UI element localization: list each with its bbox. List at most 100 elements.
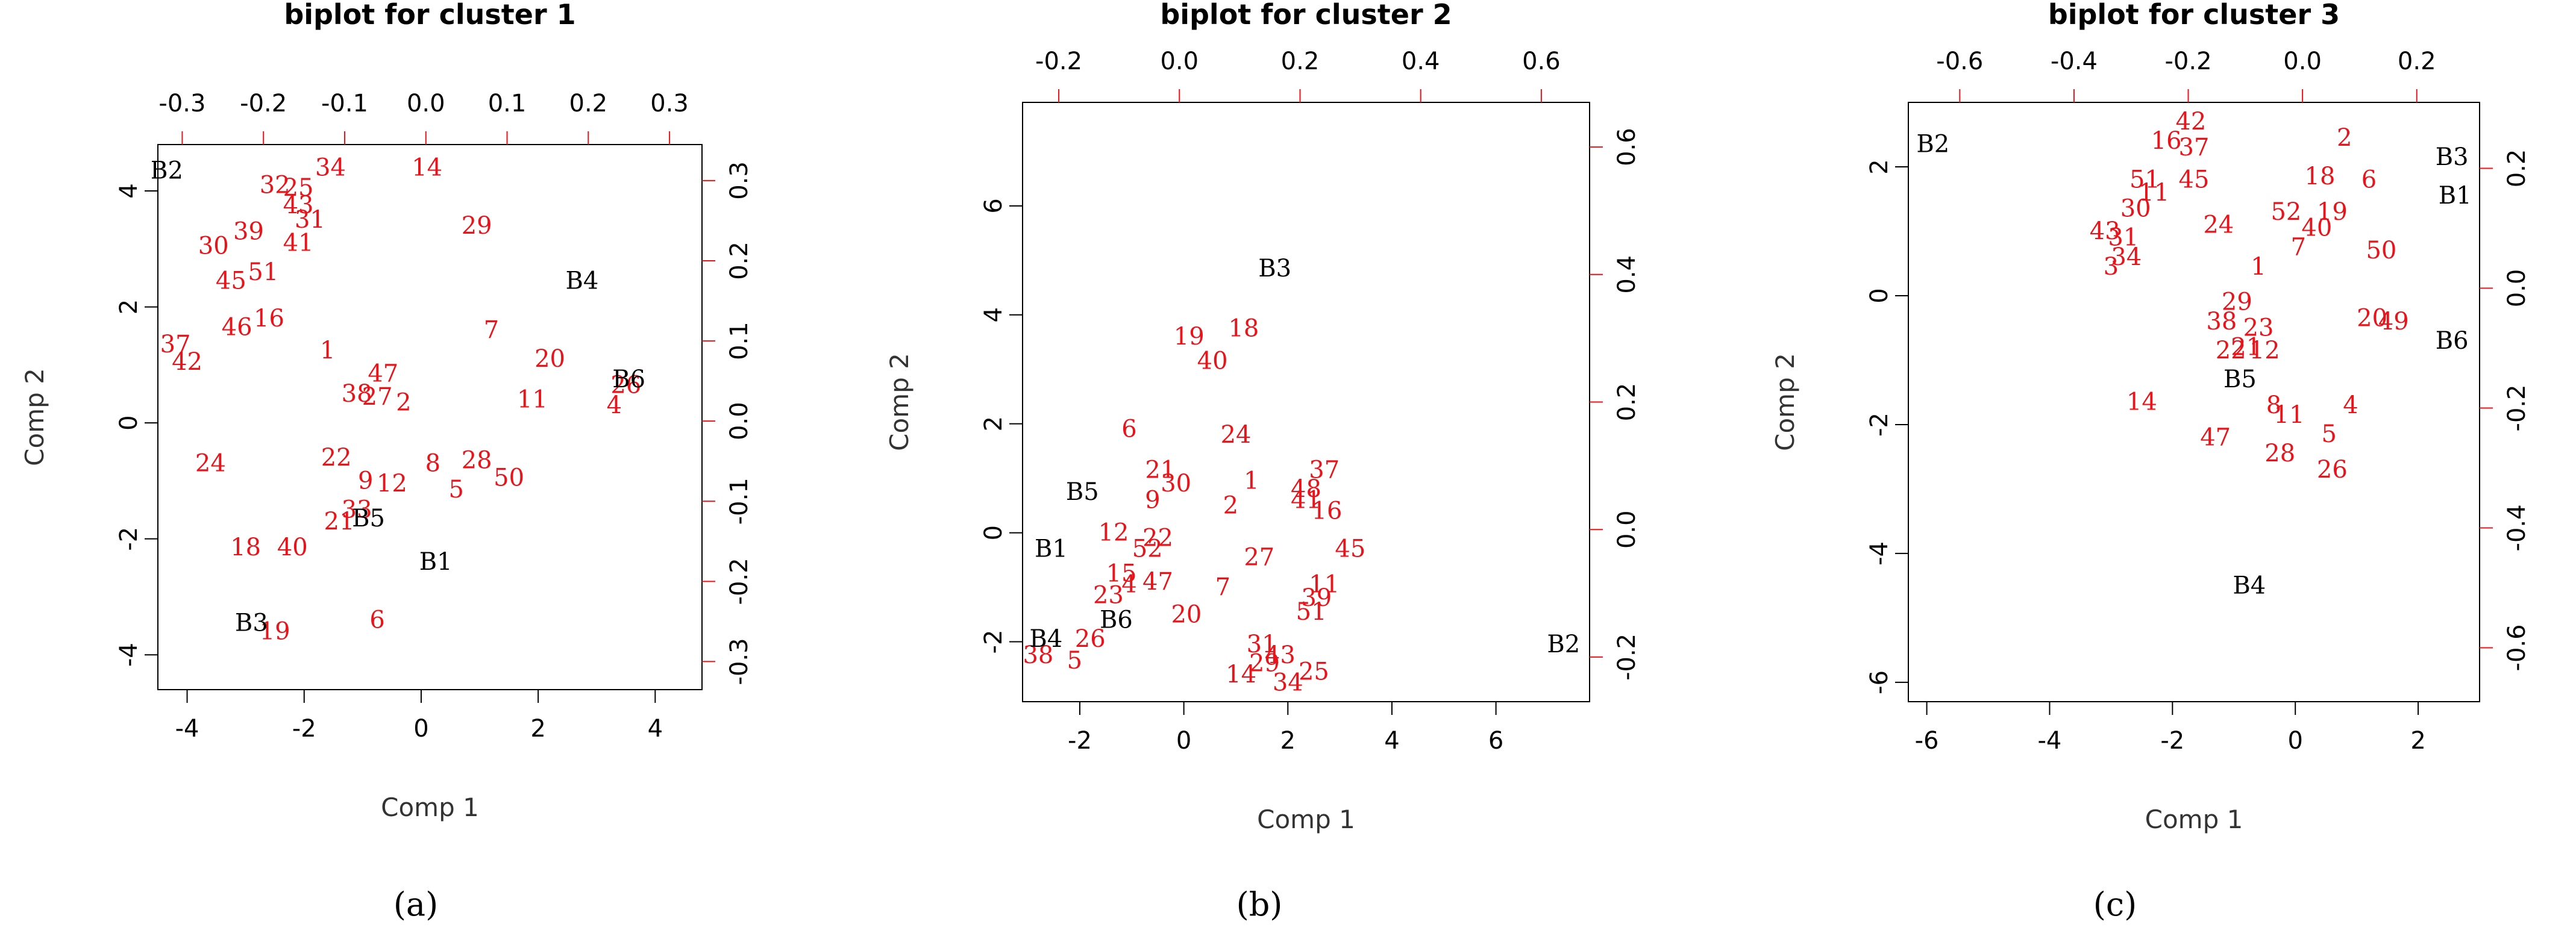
right-tick-label: 0.2	[725, 242, 753, 280]
top-tick-label: -0.6	[1936, 48, 1983, 75]
observation-label: 20	[2357, 304, 2387, 332]
observation-label: 41	[283, 229, 314, 257]
observation-label: 28	[462, 447, 492, 475]
observation-label: 2	[2337, 124, 2352, 152]
observation-label: 12	[2249, 337, 2280, 364]
variable-label: B1	[419, 548, 453, 576]
plot-title: biplot for cluster 2	[1160, 0, 1452, 31]
observation-label: 5	[1067, 647, 1082, 675]
right-tick-label: -0.2	[1613, 634, 1641, 681]
observation-label: 6	[2361, 166, 2377, 193]
observation-label: 29	[2222, 288, 2252, 316]
y-axis-label: Comp 2	[20, 368, 49, 466]
observation-label: 9	[358, 467, 373, 494]
variable-label: B2	[1916, 131, 1949, 158]
observation-label: 40	[277, 534, 308, 561]
observation-label: 47	[368, 360, 398, 387]
observation-label: 7	[1215, 573, 1230, 601]
observation-label: 4	[1121, 571, 1136, 599]
observation-label: 43	[1265, 641, 1296, 669]
y-tick-label: -2	[115, 527, 143, 551]
observation-label: 45	[1335, 535, 1365, 563]
top-tick-label: 0.2	[1281, 48, 1320, 75]
variable-label: B4	[2233, 572, 2266, 599]
top-tick-label: 0.1	[488, 90, 527, 117]
observation-label: 23	[1093, 582, 1124, 610]
observation-label: 31	[2108, 224, 2139, 252]
observation-label: 43	[2090, 217, 2120, 245]
observation-label: 47	[1142, 568, 1173, 596]
variable-label: B1	[2439, 182, 2472, 210]
y-tick-label: 2	[1866, 159, 1893, 174]
top-tick-label: 0.2	[569, 90, 608, 117]
observation-label: 9	[1145, 486, 1160, 514]
top-tick-label: 0.2	[2398, 48, 2436, 75]
variable-label: B4	[1029, 625, 1062, 653]
observation-label: 22	[321, 444, 352, 472]
top-tick-label: 0.3	[650, 90, 689, 117]
x-axis-label: Comp 1	[381, 793, 479, 822]
variable-label: B5	[352, 505, 385, 532]
observation-label: 31	[295, 206, 325, 234]
y-axis-label: Comp 2	[1770, 353, 1800, 451]
top-tick-label: -0.4	[2051, 48, 2098, 75]
observation-label: 34	[315, 154, 346, 182]
observation-label: 4	[2343, 391, 2358, 419]
observation-label: 37	[2179, 134, 2210, 161]
y-tick-label: 4	[115, 183, 143, 198]
observation-label: 46	[222, 313, 252, 341]
observation-label: 16	[1312, 497, 1343, 525]
observation-label: 26	[2317, 456, 2348, 484]
variable-label: B3	[235, 609, 268, 637]
x-axis-label: Comp 1	[2145, 805, 2243, 834]
observation-label: 52	[1132, 535, 1163, 563]
variable-label: B3	[1258, 255, 1291, 282]
right-tick-label: 0.6	[1613, 128, 1641, 166]
x-tick-label: 0	[2287, 727, 2302, 755]
variable-label: B4	[566, 267, 599, 295]
observation-label: 14	[412, 154, 442, 182]
observation-label: 19	[2317, 198, 2348, 226]
right-tick-label: -0.1	[725, 478, 753, 525]
observation-label: 4	[607, 391, 622, 419]
top-tick-label: -0.2	[2164, 48, 2211, 75]
observation-label: 7	[2291, 234, 2306, 261]
variable-label: B2	[1547, 631, 1580, 658]
observation-label: 14	[1226, 661, 1256, 688]
x-tick-label: -2	[292, 715, 316, 743]
plot-title: biplot for cluster 3	[2048, 0, 2340, 31]
right-tick-label: -0.3	[725, 638, 753, 685]
observation-label: 5	[2322, 420, 2337, 448]
observation-label: 51	[248, 258, 278, 286]
observation-label: 12	[377, 470, 407, 497]
observation-label: 19	[1174, 323, 1205, 351]
y-tick-label: 0	[115, 415, 143, 430]
variable-label: B2	[150, 157, 183, 184]
observation-label: 50	[494, 464, 524, 492]
observation-label: 11	[2139, 179, 2169, 207]
top-tick-label: 0.6	[1522, 48, 1561, 75]
variable-label: B6	[2436, 327, 2469, 355]
observation-label: 30	[198, 232, 229, 260]
x-axis-label: Comp 1	[1257, 805, 1355, 834]
observation-label: 42	[2175, 108, 2206, 136]
x-tick-label: 4	[1384, 727, 1399, 755]
top-tick-label: 0.4	[1402, 48, 1440, 75]
panel-letter: (c)	[2093, 885, 2137, 923]
right-tick-label: 0.0	[2503, 269, 2531, 308]
observation-label: 41	[1291, 486, 1321, 514]
observation-label: 27	[1244, 543, 1274, 571]
y-tick-label: 4	[980, 307, 1008, 322]
observation-label: 3	[2104, 253, 2119, 281]
variable-label: B3	[2436, 143, 2469, 171]
observation-label: 32	[260, 171, 290, 199]
top-tick-label: -0.1	[321, 90, 368, 117]
variable-label: B1	[1035, 535, 1068, 563]
observation-label: 38	[342, 380, 372, 408]
observation-label: 21	[324, 508, 355, 535]
top-tick-label: -0.2	[240, 90, 287, 117]
observation-label: 2	[396, 388, 411, 416]
observation-label: 11	[2274, 401, 2305, 429]
x-tick-label: -4	[2038, 727, 2062, 755]
